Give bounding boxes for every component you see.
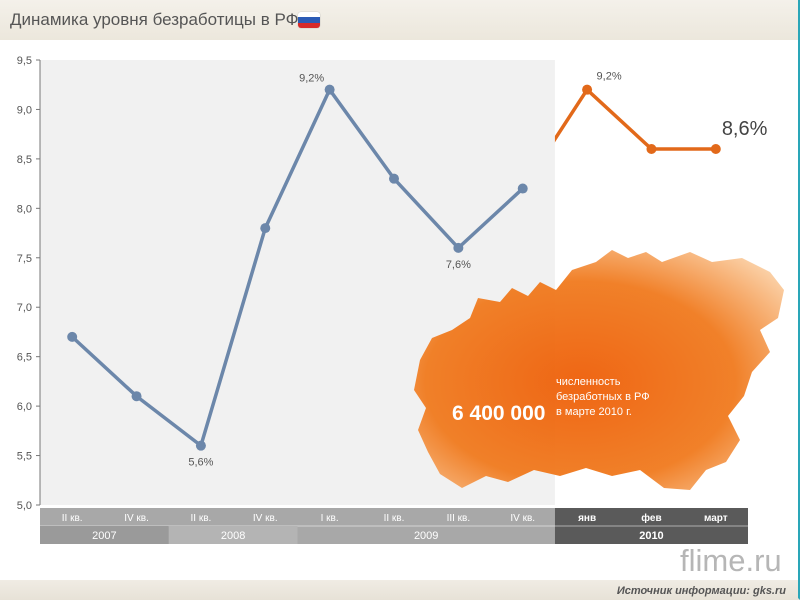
- russia-map-shape: [414, 250, 784, 490]
- y-tick-label: 9,5: [17, 55, 32, 67]
- watermark: flime.ru: [680, 543, 782, 578]
- x-tick-label: IV кв.: [510, 513, 535, 524]
- data-label: 5,6%: [188, 457, 213, 469]
- data-point: [131, 391, 142, 402]
- data-point: [582, 84, 593, 95]
- year-label: 2007: [92, 530, 116, 542]
- y-tick-label: 5,5: [17, 451, 32, 463]
- data-point: [646, 144, 657, 154]
- unemployed-caption-line: безработных в РФ: [556, 391, 650, 403]
- flag-stripe-white: [298, 12, 320, 18]
- year-band: [40, 526, 169, 544]
- data-label: 8,6%: [722, 118, 768, 140]
- chart-title: Динамика уровня безработицы в РФ: [10, 10, 299, 29]
- flag-stripe-blue: [298, 17, 320, 23]
- history-series-line: [70, 87, 524, 448]
- x-tick-label: фев: [641, 512, 661, 524]
- data-point: [710, 144, 721, 154]
- unemployed-caption: численность безработных в РФ в марте 201…: [556, 375, 676, 420]
- x-tick-label: янв: [578, 513, 596, 524]
- x-tick-label: IV кв.: [124, 513, 149, 524]
- data-point: [260, 223, 271, 234]
- year-label: 2010: [639, 530, 663, 542]
- data-label: 9,2%: [597, 71, 622, 83]
- x-tick-label: II кв.: [384, 513, 405, 524]
- data-point: [67, 331, 78, 342]
- recent-series-line: [554, 87, 716, 151]
- y-tick-label: 6,0: [17, 401, 32, 413]
- y-tick-label: 8,0: [17, 203, 32, 215]
- data-point: [195, 440, 206, 451]
- data-point: [453, 242, 464, 253]
- x-tick-label: III кв.: [447, 513, 471, 524]
- source-note: Источник информации: gks.ru: [616, 585, 786, 597]
- x-tick-label: II кв.: [62, 513, 83, 524]
- footer-band: [0, 580, 798, 600]
- x-tick-label: I кв.: [321, 513, 339, 524]
- data-label: 9,2%: [299, 73, 324, 85]
- y-tick-label: 7,5: [17, 253, 32, 265]
- y-tick-label: 7,0: [17, 302, 32, 314]
- year-label: 2009: [414, 530, 438, 542]
- map-silhouette: [414, 250, 784, 490]
- flag-stripe-red: [298, 22, 320, 28]
- data-label: 7,6%: [446, 259, 471, 271]
- y-tick-label: 5,0: [17, 500, 32, 512]
- data-point: [517, 183, 528, 194]
- unemployed-count: 6 400 000: [452, 402, 546, 425]
- y-tick-label: 6,5: [17, 352, 32, 364]
- data-point: [389, 173, 399, 184]
- y-tick-label: 9,0: [17, 104, 32, 116]
- year-band: [168, 526, 298, 544]
- russia-flag-icon: [298, 12, 320, 28]
- x-tick-label: IV кв.: [253, 513, 278, 524]
- unemployed-caption-line: численность: [556, 376, 621, 388]
- year-label: 2008: [221, 530, 245, 542]
- chart-header: Динамика уровня безработицы в РФ: [0, 0, 798, 40]
- x-tick-label: март: [704, 513, 728, 524]
- x-tick-label: II кв.: [191, 513, 212, 524]
- data-point: [324, 84, 335, 95]
- unemployed-caption-line: в марте 2010 г.: [556, 406, 632, 418]
- y-tick-label: 8,5: [17, 154, 32, 166]
